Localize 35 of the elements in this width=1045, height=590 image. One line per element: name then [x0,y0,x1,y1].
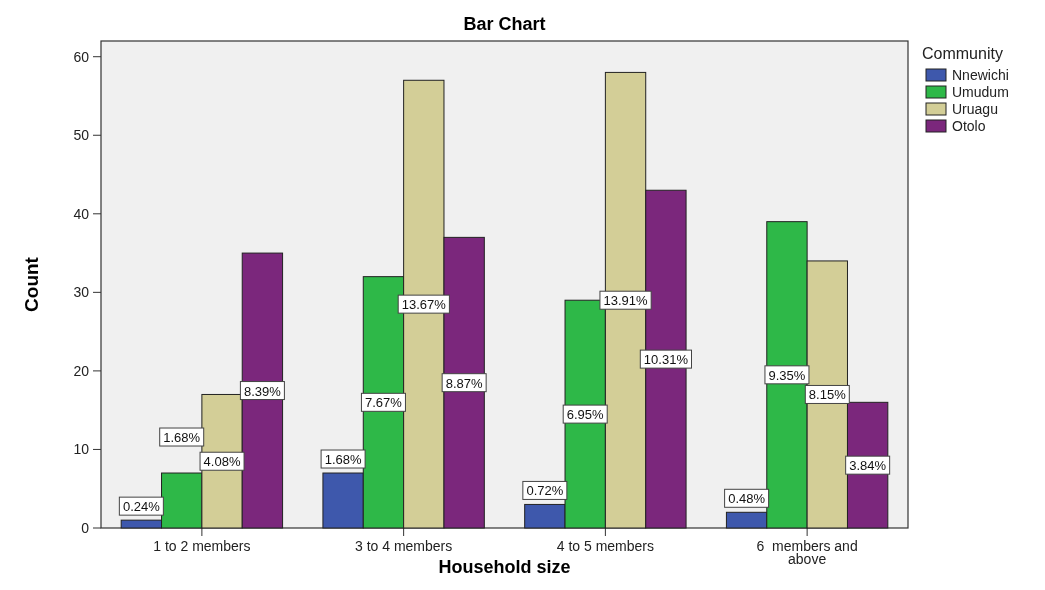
y-axis-title: Count [21,256,42,312]
annotation: 7.67% [365,395,403,411]
annotation: 0.48% [728,491,766,507]
legend-label: Otolo [952,118,986,134]
y-tick-label: 20 [73,362,90,379]
x-tick-label: 4 to 5 members [556,538,655,554]
x-axis-title: Household size [438,557,571,577]
annotation: 0.24% [122,499,161,515]
annotation: 13.67% [401,297,447,313]
chart-title: Bar Chart [463,14,546,34]
annotation: 9.35% [768,367,806,383]
annotation: 13.91% [603,293,649,309]
y-tick-label: 50 [73,127,90,144]
annotation: 1.68% [324,452,362,468]
legend-label: Umudum [952,84,1009,100]
legend-title: Community [922,45,1003,62]
annotation: 1.68% [163,430,201,446]
x-tick-label: 1 to 2 members [153,538,251,554]
annotation: 6.95% [566,407,605,423]
annotation: 3.84% [849,458,887,474]
annotation: 10.31% [643,352,689,368]
legend-label: Uruagu [952,101,998,117]
annotation: 8.15% [808,387,847,403]
annotation: 8.39% [243,383,282,399]
annotation: 4.08% [203,454,241,470]
annotation: 8.87% [445,375,484,391]
y-tick-label: 30 [73,284,90,301]
y-tick-label: 40 [73,205,90,222]
y-tick-label: 10 [73,441,90,458]
y-tick-label: 60 [73,48,90,65]
annotation: 0.72% [526,483,564,499]
legend-label: Nnewichi [952,67,1009,83]
x-tick-label: 3 to 4 members [354,538,453,554]
x-tick-label: 6 members and above [756,538,858,567]
y-tick-label: 0 [81,520,90,536]
